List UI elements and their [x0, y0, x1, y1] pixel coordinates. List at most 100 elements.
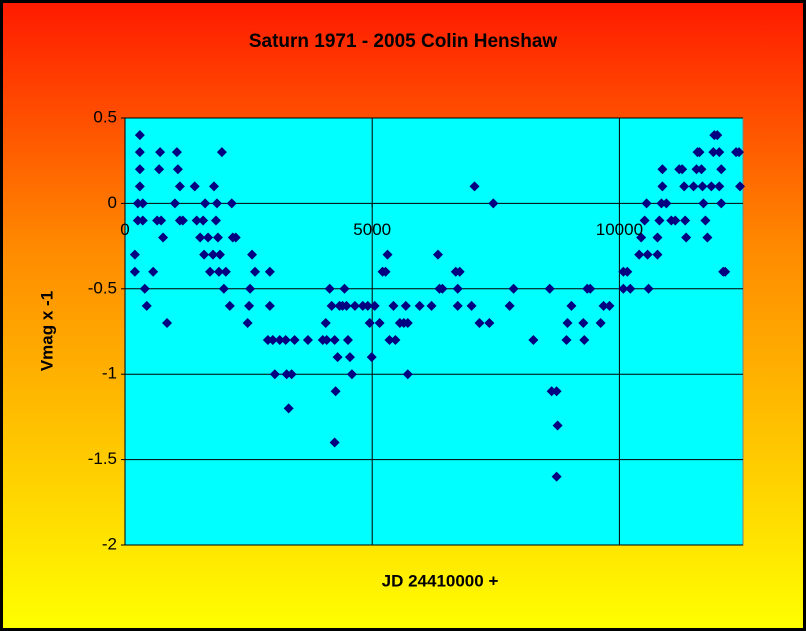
- data-point: [694, 147, 705, 158]
- data-point: [264, 266, 275, 277]
- data-point: [129, 266, 140, 277]
- data-point: [158, 232, 169, 243]
- data-point: [402, 317, 413, 328]
- data-point: [155, 147, 166, 158]
- data-point: [247, 249, 258, 260]
- data-point: [177, 215, 188, 226]
- data-point: [595, 317, 606, 328]
- data-point: [286, 369, 297, 380]
- data-point: [245, 283, 256, 294]
- data-point: [330, 386, 341, 397]
- data-point: [137, 215, 148, 226]
- data-point: [242, 317, 253, 328]
- data-point: [344, 352, 355, 363]
- y-tick-label: -1: [102, 364, 117, 383]
- data-point: [362, 300, 373, 311]
- data-point: [203, 232, 214, 243]
- y-tick-label: -1.5: [88, 449, 117, 468]
- data-point: [679, 181, 690, 192]
- data-point: [230, 232, 241, 243]
- data-point: [598, 300, 609, 311]
- data-point: [618, 283, 629, 294]
- data-point: [129, 249, 140, 260]
- data-point: [579, 335, 590, 346]
- data-point: [390, 335, 401, 346]
- data-point: [681, 232, 692, 243]
- data-point: [341, 300, 352, 311]
- data-point: [321, 335, 332, 346]
- x-tick-label: 10000: [596, 220, 643, 239]
- data-point: [134, 130, 145, 141]
- data-point: [213, 266, 224, 277]
- data-point: [562, 317, 573, 328]
- data-point: [714, 181, 725, 192]
- data-point: [169, 198, 180, 209]
- data-point: [714, 147, 725, 158]
- data-point: [289, 335, 300, 346]
- data-point: [162, 317, 173, 328]
- data-point: [528, 335, 539, 346]
- data-point: [652, 232, 663, 243]
- data-point: [700, 215, 711, 226]
- data-point: [552, 420, 563, 431]
- data-point: [189, 181, 200, 192]
- data-point: [400, 300, 411, 311]
- data-point: [220, 266, 231, 277]
- data-point: [551, 471, 562, 482]
- plot-area: [124, 117, 744, 546]
- data-point: [346, 369, 357, 380]
- data-point: [706, 181, 717, 192]
- data-point: [134, 164, 145, 175]
- data-point: [432, 249, 443, 260]
- data-point: [414, 300, 425, 311]
- data-point: [388, 300, 399, 311]
- data-point: [216, 147, 227, 158]
- data-point: [218, 283, 229, 294]
- data-point: [267, 335, 278, 346]
- data-point: [652, 249, 663, 260]
- data-point: [141, 300, 152, 311]
- data-point: [195, 232, 206, 243]
- data-point: [191, 215, 202, 226]
- data-point: [657, 181, 668, 192]
- data-point: [622, 266, 633, 277]
- data-point: [283, 403, 294, 414]
- data-point: [208, 249, 219, 260]
- data-point: [654, 215, 665, 226]
- data-point: [384, 335, 395, 346]
- data-point: [139, 283, 150, 294]
- data-point: [171, 147, 182, 158]
- data-point: [702, 232, 713, 243]
- data-point: [210, 215, 221, 226]
- data-point: [551, 386, 562, 397]
- data-point: [488, 198, 499, 209]
- data-point: [466, 300, 477, 311]
- data-point: [696, 164, 707, 175]
- y-tick-label: 0.5: [93, 107, 117, 126]
- data-point: [148, 266, 159, 277]
- y-axis-label: Vmag x -1: [37, 291, 56, 371]
- data-point: [708, 147, 719, 158]
- data-point: [172, 164, 183, 175]
- data-point: [636, 232, 647, 243]
- data-point: [374, 317, 385, 328]
- data-point: [643, 283, 654, 294]
- data-point: [199, 249, 210, 260]
- data-point: [504, 300, 515, 311]
- data-point: [212, 232, 223, 243]
- data-point: [250, 266, 261, 277]
- x-tick-label: 5000: [353, 220, 391, 239]
- data-point: [226, 198, 237, 209]
- y-tick-label: -2: [102, 534, 117, 553]
- data-point: [269, 369, 280, 380]
- data-point: [720, 266, 731, 277]
- data-point: [339, 283, 350, 294]
- data-point: [211, 198, 222, 209]
- data-point: [364, 317, 375, 328]
- data-point: [657, 164, 668, 175]
- data-point: [625, 283, 636, 294]
- data-point: [380, 266, 391, 277]
- data-point: [208, 181, 219, 192]
- data-point: [244, 300, 255, 311]
